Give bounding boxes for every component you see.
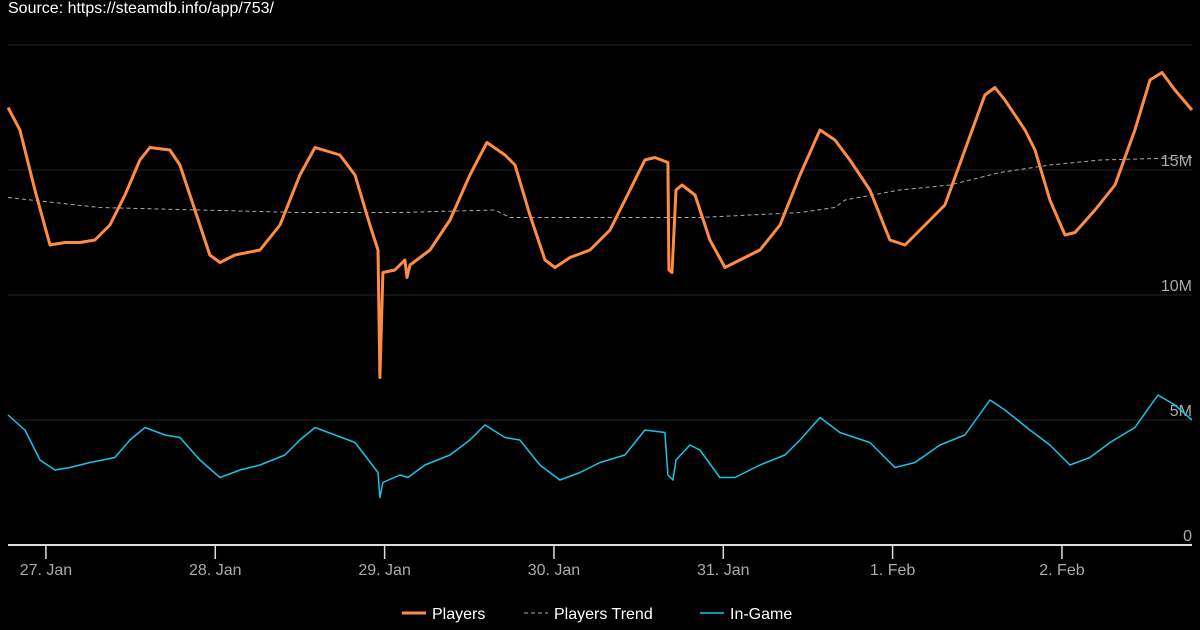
y-tick-label: 0 — [1183, 528, 1192, 545]
x-tick-label: 1. Feb — [870, 562, 915, 579]
legend-item-players-trend[interactable]: Players Trend — [554, 606, 653, 623]
legend-item-in-game[interactable]: In-Game — [730, 606, 792, 623]
series-line-players-trend — [7, 157, 1193, 218]
x-tick-label: 28. Jan — [189, 562, 241, 579]
series-line-players — [6, 71, 1194, 379]
y-tick-label: 15M — [1161, 153, 1192, 170]
source-caption: Source: https://steamdb.info/app/753/ — [8, 0, 274, 17]
y-tick-label: 10M — [1161, 278, 1192, 295]
x-tick-label: 29. Jan — [358, 562, 410, 579]
x-tick-label: 30. Jan — [528, 562, 580, 579]
x-tick-label: 27. Jan — [20, 562, 72, 579]
x-tick-label: 2. Feb — [1039, 562, 1084, 579]
x-tick-label: 31. Jan — [697, 562, 749, 579]
series-line-in-game — [7, 394, 1193, 499]
legend-item-players[interactable]: Players — [432, 606, 485, 623]
